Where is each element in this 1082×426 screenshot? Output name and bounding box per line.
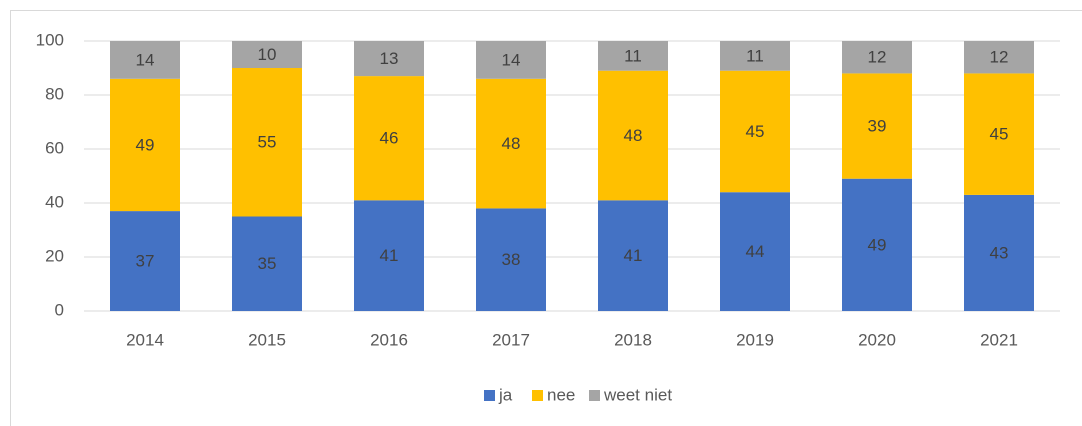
- bar-segment: [842, 73, 912, 179]
- data-label: 14: [502, 50, 521, 69]
- bar-segment: [720, 192, 790, 311]
- data-label: 45: [746, 122, 765, 141]
- bar-segment: [720, 41, 790, 71]
- bar-segment: [232, 68, 302, 217]
- chart-frame: [10, 10, 1082, 426]
- y-tick-label: 60: [45, 138, 64, 157]
- x-tick-label: 2020: [858, 330, 896, 349]
- bar-segment: [720, 70, 790, 193]
- x-tick-label: 2019: [736, 330, 774, 349]
- y-tick-label: 100: [36, 30, 64, 49]
- legend-label: weet niet: [603, 385, 672, 404]
- bar-segment: [476, 78, 546, 209]
- bar-segment: [110, 211, 180, 311]
- x-tick-label: 2016: [370, 330, 408, 349]
- data-label: 44: [746, 242, 765, 261]
- bar-segment: [232, 216, 302, 311]
- y-tick-label: 80: [45, 84, 64, 103]
- data-label: 11: [624, 46, 642, 65]
- bar-segment: [842, 41, 912, 74]
- data-label: 13: [380, 49, 399, 68]
- bar-segment: [598, 70, 668, 201]
- data-label: 46: [380, 129, 399, 148]
- data-label: 37: [136, 252, 155, 271]
- legend-label: ja: [498, 385, 513, 404]
- bar-segment: [354, 41, 424, 77]
- data-label: 11: [746, 46, 764, 65]
- bar-segment: [964, 194, 1034, 311]
- bar-segment: [598, 41, 668, 71]
- data-label: 43: [990, 243, 1009, 262]
- data-label: 45: [990, 125, 1009, 144]
- data-label: 49: [136, 135, 155, 154]
- x-tick-label: 2018: [614, 330, 652, 349]
- data-label: 14: [136, 50, 155, 69]
- bar-segment: [110, 41, 180, 79]
- bar-segment: [354, 76, 424, 201]
- legend-swatch: [484, 390, 495, 401]
- data-label: 49: [868, 235, 887, 254]
- data-label: 41: [380, 246, 399, 265]
- x-tick-label: 2014: [126, 330, 164, 349]
- data-label: 12: [990, 48, 1009, 67]
- bar-segment: [964, 73, 1034, 195]
- x-tick-label: 2017: [492, 330, 530, 349]
- bar-segment: [598, 200, 668, 311]
- data-label: 48: [624, 126, 643, 145]
- data-label: 12: [868, 48, 887, 67]
- data-label: 10: [258, 45, 277, 64]
- data-label: 38: [502, 250, 521, 269]
- data-label: 41: [624, 246, 643, 265]
- bar-segment: [232, 41, 302, 68]
- bar-segment: [110, 78, 180, 212]
- x-tick-label: 2021: [980, 330, 1018, 349]
- legend-swatch: [532, 390, 543, 401]
- legend-swatch: [589, 390, 600, 401]
- data-label: 39: [868, 117, 887, 136]
- x-tick-label: 2015: [248, 330, 286, 349]
- y-tick-label: 40: [45, 192, 64, 211]
- data-label: 35: [258, 254, 277, 273]
- y-tick-label: 0: [55, 300, 64, 319]
- data-label: 55: [258, 133, 277, 152]
- bar-segment: [476, 41, 546, 79]
- y-tick-label: 20: [45, 246, 64, 265]
- legend-label: nee: [547, 385, 575, 404]
- bar-segment: [964, 41, 1034, 74]
- bar-segment: [842, 178, 912, 311]
- bar-segment: [354, 200, 424, 311]
- bar-segment: [476, 208, 546, 311]
- data-label: 48: [502, 134, 521, 153]
